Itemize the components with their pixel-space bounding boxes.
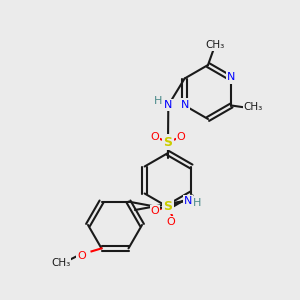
Text: O: O: [151, 206, 159, 216]
Text: N: N: [227, 73, 236, 82]
Text: H: H: [154, 96, 163, 106]
Text: O: O: [77, 251, 86, 261]
Text: O: O: [151, 132, 159, 142]
Text: CH₃: CH₃: [244, 103, 263, 112]
Text: O: O: [177, 132, 185, 142]
Text: H: H: [193, 198, 201, 208]
Text: N: N: [184, 196, 192, 206]
Text: CH₃: CH₃: [206, 40, 225, 50]
Text: N: N: [180, 100, 189, 110]
Text: O: O: [167, 217, 176, 227]
Text: S: S: [164, 136, 172, 148]
Text: CH₃: CH₃: [51, 258, 70, 268]
Text: N: N: [164, 100, 172, 110]
Text: S: S: [164, 200, 172, 212]
